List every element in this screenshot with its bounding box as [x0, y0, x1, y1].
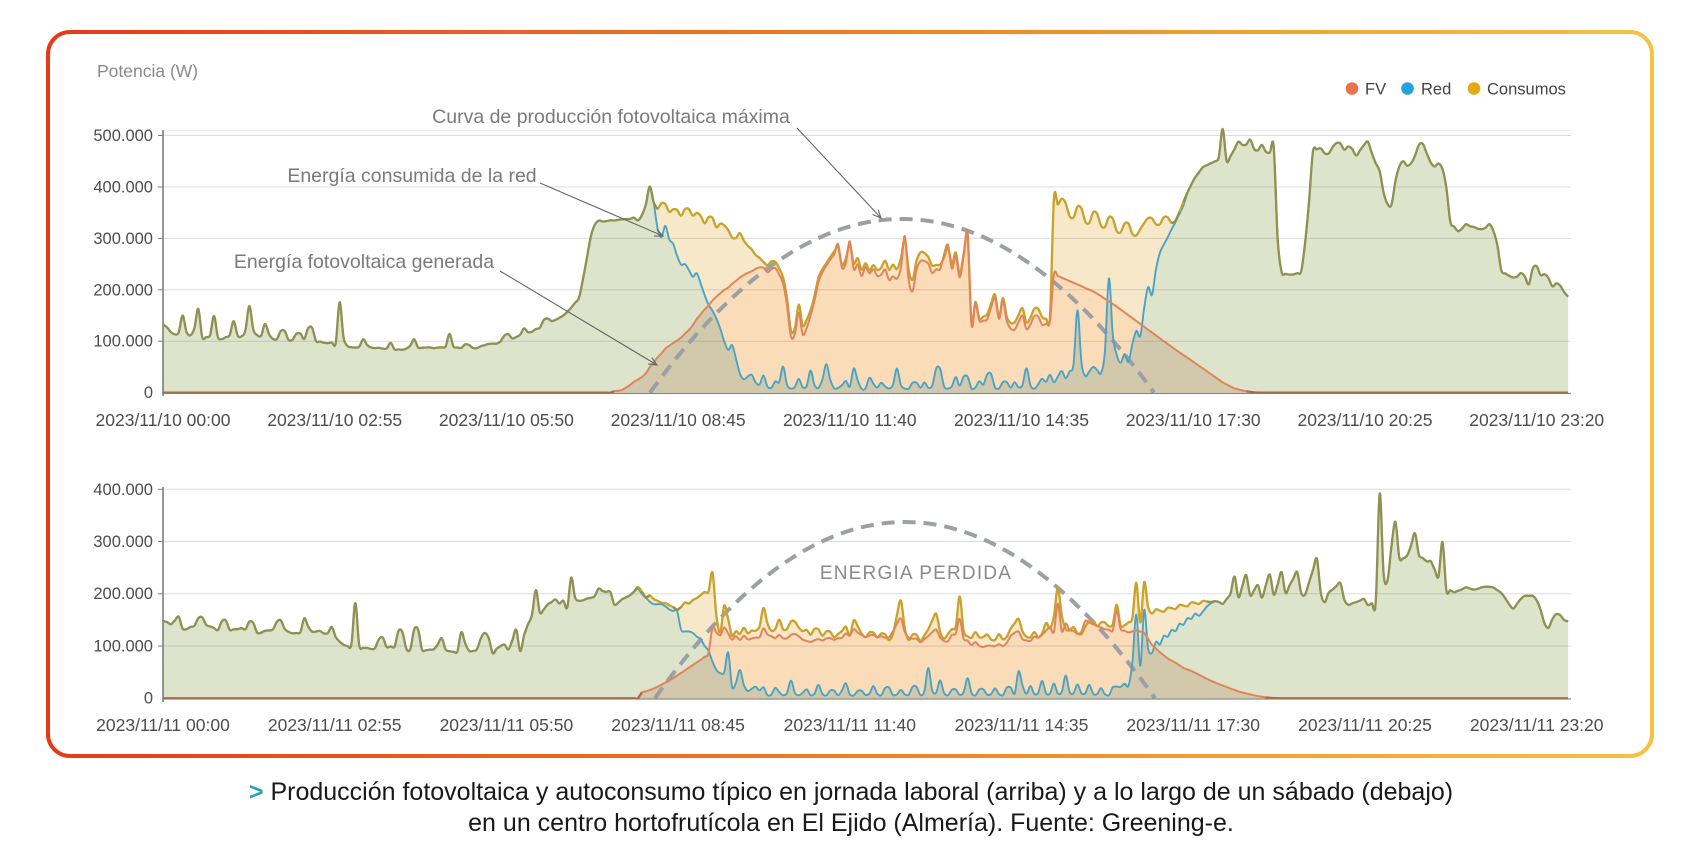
- svg-text:200.000: 200.000: [93, 281, 153, 299]
- svg-text:2023/11/10 20:25: 2023/11/10 20:25: [1298, 410, 1433, 430]
- svg-text:400.000: 400.000: [93, 179, 153, 197]
- svg-text:2023/11/10 11:40: 2023/11/10 11:40: [783, 410, 917, 430]
- svg-text:300.000: 300.000: [93, 230, 153, 248]
- svg-text:200.000: 200.000: [93, 585, 153, 603]
- svg-text:Red: Red: [1421, 81, 1451, 99]
- svg-text:Potencia (W): Potencia (W): [97, 61, 198, 81]
- svg-text:0: 0: [144, 384, 153, 402]
- svg-text:500.000: 500.000: [93, 127, 153, 145]
- svg-text:2023/11/11 02:55: 2023/11/11 02:55: [268, 715, 402, 735]
- svg-text:2023/11/11 20:25: 2023/11/11 20:25: [1298, 715, 1432, 735]
- svg-text:2023/11/11 08:45: 2023/11/11 08:45: [611, 715, 745, 735]
- svg-text:300.000: 300.000: [93, 533, 153, 551]
- svg-text:2023/11/10 05:50: 2023/11/10 05:50: [439, 410, 574, 430]
- svg-text:2023/11/11 23:20: 2023/11/11 23:20: [1470, 715, 1604, 735]
- svg-text:Consumos: Consumos: [1487, 81, 1566, 99]
- svg-text:2023/11/10 08:45: 2023/11/10 08:45: [611, 410, 746, 430]
- svg-text:100.000: 100.000: [93, 638, 153, 656]
- svg-text:2023/11/10 23:20: 2023/11/10 23:20: [1469, 410, 1604, 430]
- svg-text:2023/11/11 14:35: 2023/11/11 14:35: [955, 715, 1089, 735]
- svg-text:2023/11/10 02:55: 2023/11/10 02:55: [267, 410, 402, 430]
- svg-text:Curva de producción fotovoltai: Curva de producción fotovoltaica máxima: [432, 106, 790, 128]
- svg-text:2023/11/11 11:40: 2023/11/11 11:40: [784, 715, 917, 735]
- svg-text:2023/11/11 05:50: 2023/11/11 05:50: [440, 715, 574, 735]
- svg-text:Energía consumida de la red: Energía consumida de la red: [287, 165, 536, 187]
- svg-text:100.000: 100.000: [93, 333, 153, 351]
- svg-text:ENERGIA PERDIDA: ENERGIA PERDIDA: [820, 563, 1012, 584]
- svg-text:2023/11/10 14:35: 2023/11/10 14:35: [954, 410, 1089, 430]
- svg-text:2023/11/10 17:30: 2023/11/10 17:30: [1126, 410, 1261, 430]
- svg-text:2023/11/11 00:00: 2023/11/11 00:00: [96, 715, 230, 735]
- svg-text:400.000: 400.000: [93, 481, 153, 499]
- svg-text:0: 0: [144, 690, 153, 708]
- svg-text:2023/11/11 17:30: 2023/11/11 17:30: [1126, 715, 1260, 735]
- svg-text:2023/11/10 00:00: 2023/11/10 00:00: [96, 410, 231, 430]
- svg-text:Energía fotovoltaica generada: Energía fotovoltaica generada: [234, 251, 494, 273]
- svg-text:FV: FV: [1365, 81, 1386, 99]
